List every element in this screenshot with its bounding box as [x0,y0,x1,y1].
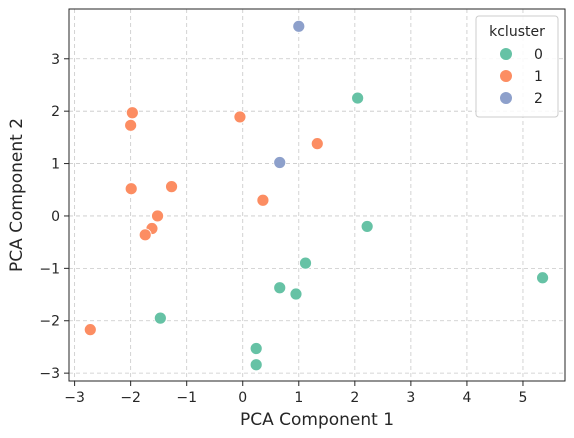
x-tick-label: −1 [176,390,197,406]
x-tick-label: −3 [64,390,85,406]
x-tick-label: 5 [519,390,528,406]
point-cluster-1 [124,182,138,196]
point-cluster-0 [273,281,287,295]
y-tick-label: 2 [51,104,60,120]
legend-label-2: 2 [534,91,543,107]
x-tick-label: 3 [406,390,415,406]
point-cluster-1 [138,228,152,242]
y-tick-label: 0 [51,209,60,225]
y-axis-label: PCA Component 2 [7,118,27,272]
y-tick-label: −1 [39,261,60,277]
point-cluster-1 [165,180,178,194]
point-cluster-2 [273,156,287,169]
point-cluster-1 [124,118,138,132]
point-cluster-0 [536,271,549,285]
legend-title: kcluster [489,24,545,40]
y-tick-label: 3 [51,52,60,68]
point-cluster-1 [233,110,247,124]
y-tick-label: −3 [39,366,60,382]
data-points [83,19,549,372]
point-cluster-0 [351,91,365,105]
legend-items: 0 1 2 [500,47,543,107]
point-cluster-1 [256,193,270,207]
legend-label-1: 1 [534,69,543,85]
point-cluster-0 [360,220,374,233]
y-tick-label: −2 [39,314,60,330]
legend-marker-2 [500,92,512,104]
point-cluster-1 [83,323,97,337]
x-tick-label: 4 [462,390,471,406]
point-cluster-0 [289,287,303,301]
legend-marker-1 [500,70,512,82]
point-cluster-0 [249,342,263,355]
y-tick-label: 1 [51,157,60,173]
legend-marker-0 [500,48,512,60]
x-tick-label: 2 [350,390,359,406]
point-cluster-1 [151,209,164,223]
plot-frame [68,8,566,382]
point-cluster-0 [299,256,312,270]
point-cluster-0 [249,358,263,372]
axis-ticks: −3 −2 −1 0 1 2 3 4 5 −3 −2 −1 0 1 2 3 [39,52,527,406]
legend-box [475,15,559,118]
point-cluster-0 [153,311,167,325]
point-cluster-2 [292,19,306,33]
legend-label-0: 0 [534,47,543,63]
legend: kcluster 0 1 2 [475,15,559,118]
point-cluster-1 [125,106,139,120]
x-tick-label: 0 [238,390,247,406]
point-cluster-1 [310,137,324,151]
x-axis-label: PCA Component 1 [240,410,394,430]
x-tick-label: 1 [294,390,303,406]
x-tick-label: −2 [120,390,141,406]
